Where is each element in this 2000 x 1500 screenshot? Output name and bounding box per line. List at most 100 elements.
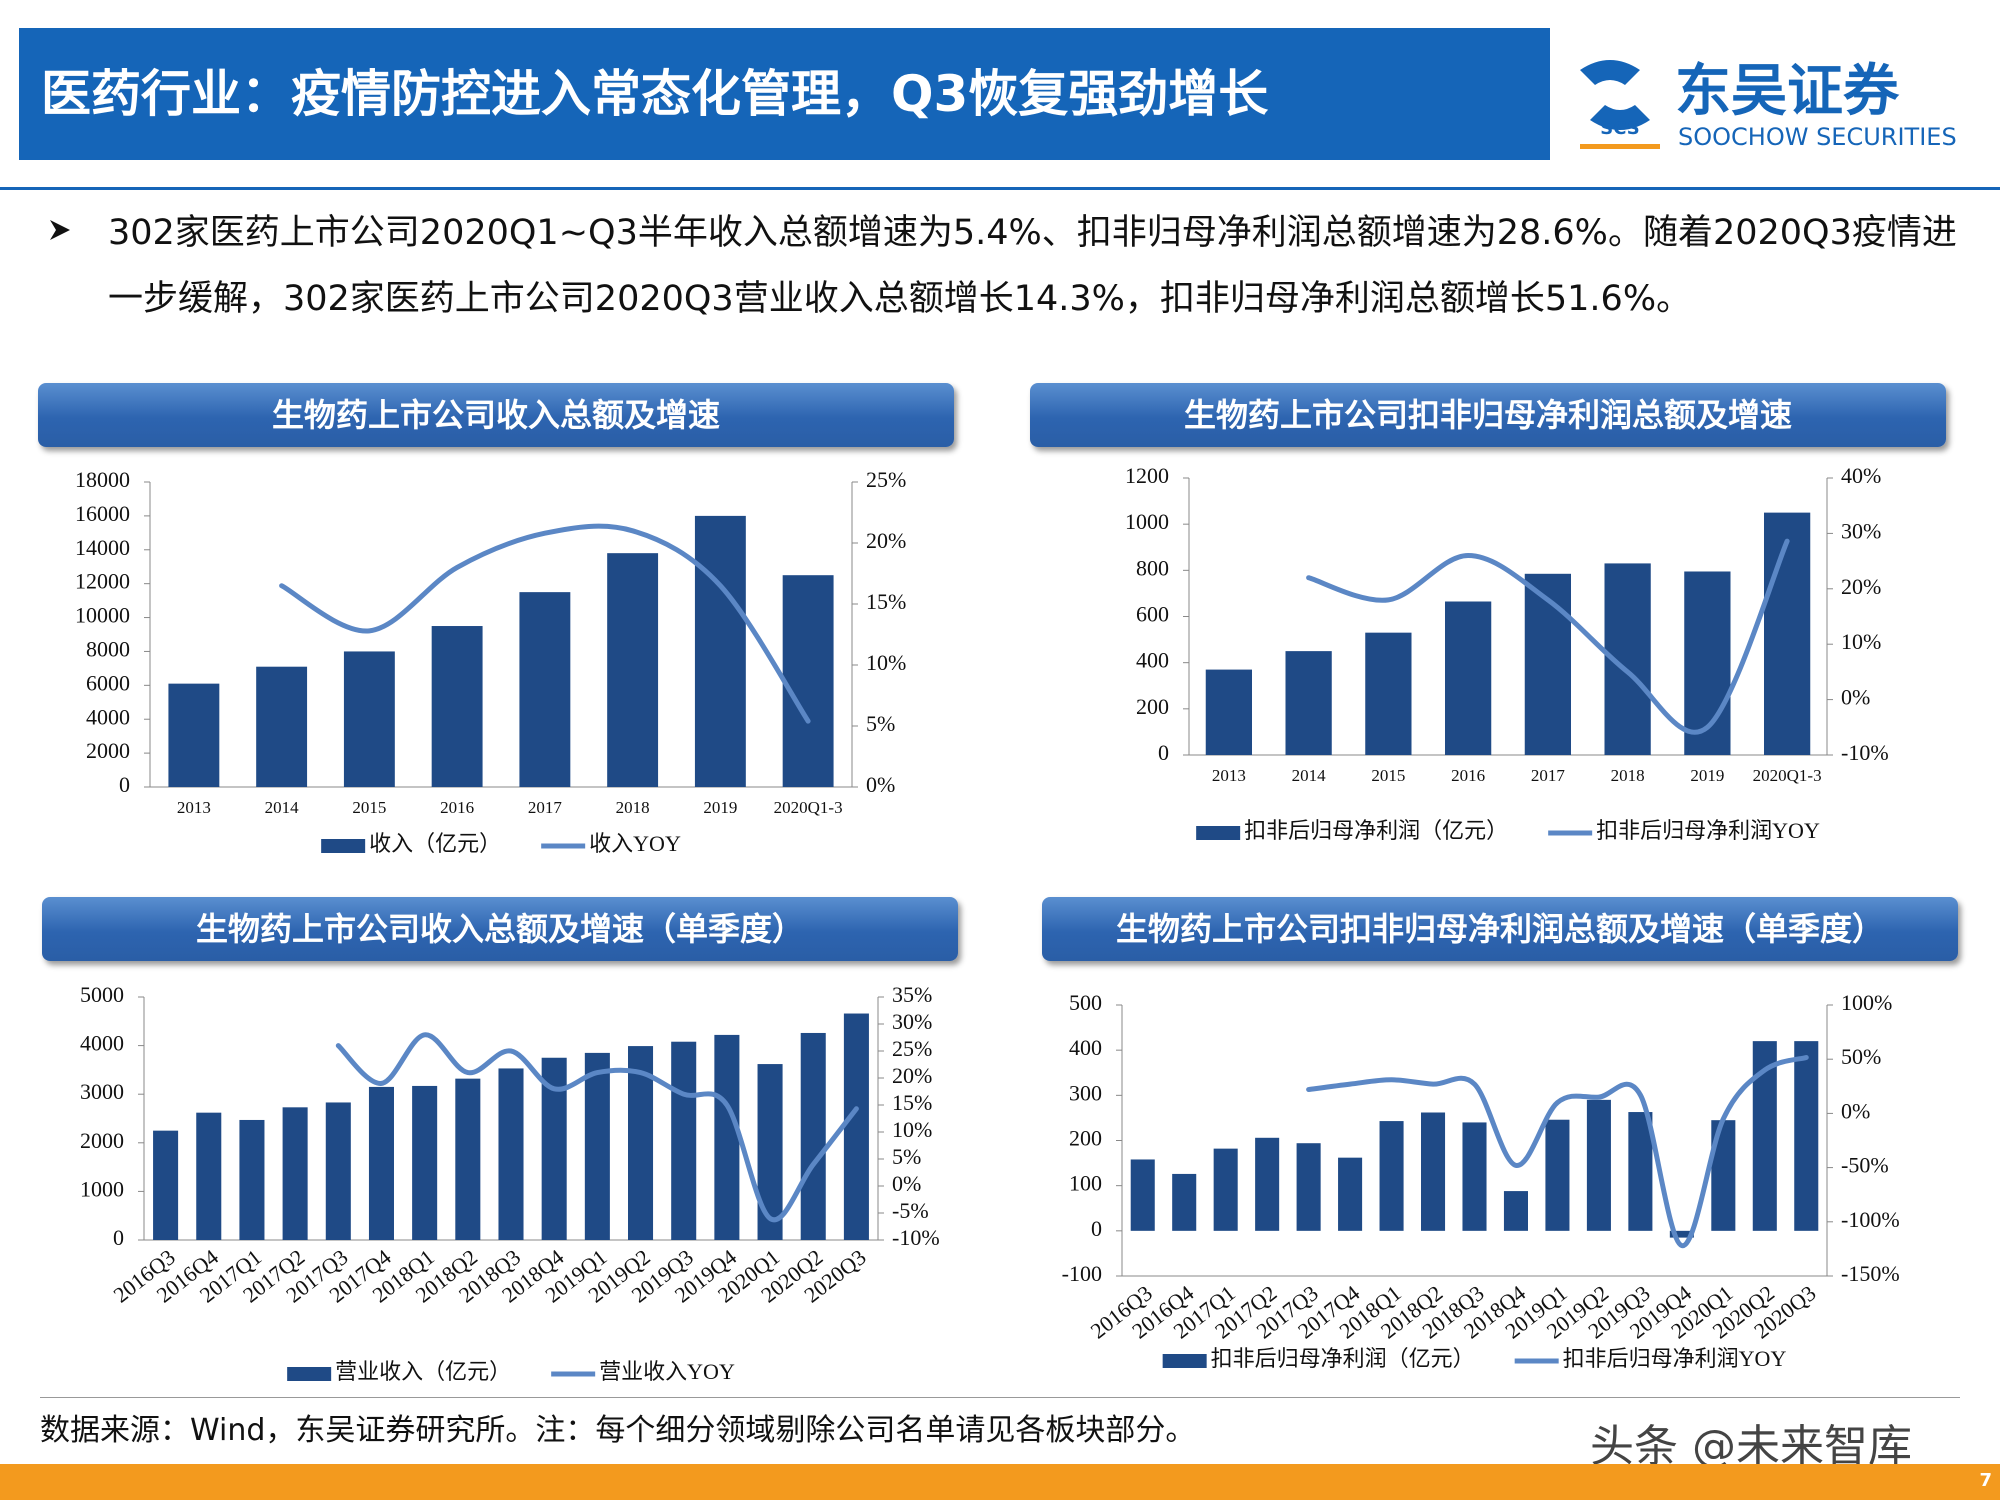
logo-name: 东吴证券	[1675, 59, 1900, 124]
bar	[455, 1078, 481, 1240]
bar	[757, 1064, 783, 1240]
bar	[1255, 1137, 1280, 1231]
bullet-text: 302家医药上市公司2020Q1~Q3半年收入总额增速为5.4%、扣非归母净利润…	[108, 213, 1957, 319]
bar	[1669, 1230, 1694, 1238]
x-tick-label: 2017	[528, 798, 563, 817]
y-tick-label: 4000	[86, 704, 130, 729]
y2-tick-label: 35%	[892, 982, 932, 1007]
legend-swatch	[287, 1367, 332, 1381]
y2-tick-label: 25%	[866, 467, 906, 492]
header-title: 医药行业：疫情防控进入常态化管理，Q3恢复强劲增长	[19, 28, 1550, 160]
x-tick-label: 2016	[440, 798, 474, 817]
y2-tick-label: 30%	[892, 1009, 932, 1034]
legend: 扣非后归母净利润（亿元） 扣非后归母净利润YOY	[1162, 1346, 1787, 1371]
bar	[714, 1034, 740, 1240]
bullet-arrow	[50, 220, 70, 240]
y-tick-label: 400	[1136, 648, 1169, 673]
bar	[1462, 1122, 1487, 1231]
y-tick-label: 10000	[75, 603, 130, 628]
legend-label: 扣非后归母净利润（亿元）	[1211, 1346, 1475, 1371]
bar	[1524, 573, 1572, 755]
x-tick-label: 2019	[1690, 766, 1724, 785]
y2-tick-label: 0%	[1841, 685, 1870, 710]
y-tick-label: 1000	[80, 1176, 124, 1201]
header-rule	[0, 187, 2000, 190]
y-tick-label: 2000	[86, 738, 130, 763]
y-tick-label: 16000	[75, 501, 130, 526]
x-tick-label: 2013	[1212, 766, 1246, 785]
bar	[584, 1052, 610, 1240]
y-tick-label: 600	[1136, 602, 1169, 627]
bar	[782, 575, 834, 787]
y2-tick-label: 40%	[1841, 463, 1881, 488]
x-tick-label: 2014	[1292, 766, 1327, 785]
y-tick-label: 5000	[80, 982, 124, 1007]
y-tick-label: 500	[1069, 990, 1102, 1015]
bar	[343, 651, 395, 787]
legend-swatch	[1162, 1354, 1207, 1368]
bar	[694, 515, 746, 787]
y2-tick-label: 5%	[892, 1144, 921, 1169]
y2-tick-label: -10%	[892, 1225, 940, 1250]
y-tick-label: 200	[1069, 1126, 1102, 1151]
bar	[153, 1130, 179, 1240]
legend-swatch	[321, 839, 366, 853]
chart-title: 生物药上市公司收入总额及增速（单季度）	[42, 897, 958, 961]
y-tick-label: 8000	[86, 636, 130, 661]
y-tick-label: -100	[1062, 1261, 1102, 1286]
x-tick-label: 2017	[1531, 766, 1566, 785]
legend-label: 收入（亿元）	[369, 831, 501, 856]
bar	[282, 1107, 308, 1240]
legend: 收入（亿元） 收入YOY	[321, 831, 681, 856]
logo-name-en: SOOCHOW SECURITIES	[1678, 123, 1957, 151]
legend: 扣非后归母净利润（亿元） 扣非后归母净利润YOY	[1196, 818, 1820, 843]
bar	[368, 1086, 394, 1240]
y-tick-label: 6000	[86, 670, 130, 695]
bar	[1794, 1041, 1819, 1231]
bar	[1379, 1121, 1404, 1231]
y-tick-label: 100	[1069, 1171, 1102, 1196]
y-tick-label: 14000	[75, 535, 130, 560]
y2-tick-label: -5%	[892, 1198, 929, 1223]
y2-tick-label: 25%	[892, 1036, 932, 1061]
logo-stripe	[1580, 144, 1660, 149]
y2-tick-label: 20%	[1841, 574, 1881, 599]
y-tick-label: 0	[1091, 1216, 1102, 1241]
legend-label: 扣非后归母净利润YOY	[1563, 1346, 1787, 1371]
chart-title: 生物药上市公司扣非归母净利润总额及增速（单季度）	[1042, 897, 1958, 961]
bar	[1586, 1099, 1611, 1231]
x-tick-label: 2013	[177, 798, 211, 817]
y2-tick-label: 15%	[866, 589, 906, 614]
y2-tick-label: 20%	[866, 528, 906, 553]
bar	[1213, 1148, 1238, 1231]
page-number: 7	[1979, 1470, 1992, 1491]
y-tick-label: 800	[1136, 555, 1169, 580]
y-tick-label: 18000	[75, 467, 130, 492]
bar	[168, 683, 220, 787]
bar	[1365, 632, 1412, 755]
y2-tick-label: -50%	[1841, 1153, 1889, 1178]
footer-bar	[0, 1464, 2000, 1500]
bar	[1421, 1112, 1446, 1231]
legend-label: 营业收入（亿元）	[335, 1359, 511, 1384]
y2-tick-label: 0%	[866, 772, 895, 797]
legend-label: 扣非后归母净利润YOY	[1596, 818, 1820, 843]
chart-title: 生物药上市公司收入总额及增速	[38, 383, 954, 447]
watermark: 头条 @未来智库	[1590, 1421, 1912, 1472]
y2-tick-label: 10%	[892, 1117, 932, 1142]
x-tick-label: 2018	[616, 798, 650, 817]
logo: SCS 东吴证券 SOOCHOW SECURITIES	[1580, 59, 1957, 151]
y-tick-label: 400	[1069, 1035, 1102, 1060]
y2-tick-label: 10%	[866, 650, 906, 675]
bar	[325, 1102, 351, 1240]
logo-mark: SCS	[1600, 118, 1639, 139]
bar	[1763, 512, 1811, 755]
y2-tick-label: 100%	[1841, 990, 1892, 1015]
bar	[800, 1032, 826, 1240]
legend-label: 营业收入YOY	[599, 1359, 735, 1384]
y-tick-label: 0	[113, 1225, 124, 1250]
x-tick-label: 2015	[352, 798, 386, 817]
bar	[1205, 669, 1253, 755]
